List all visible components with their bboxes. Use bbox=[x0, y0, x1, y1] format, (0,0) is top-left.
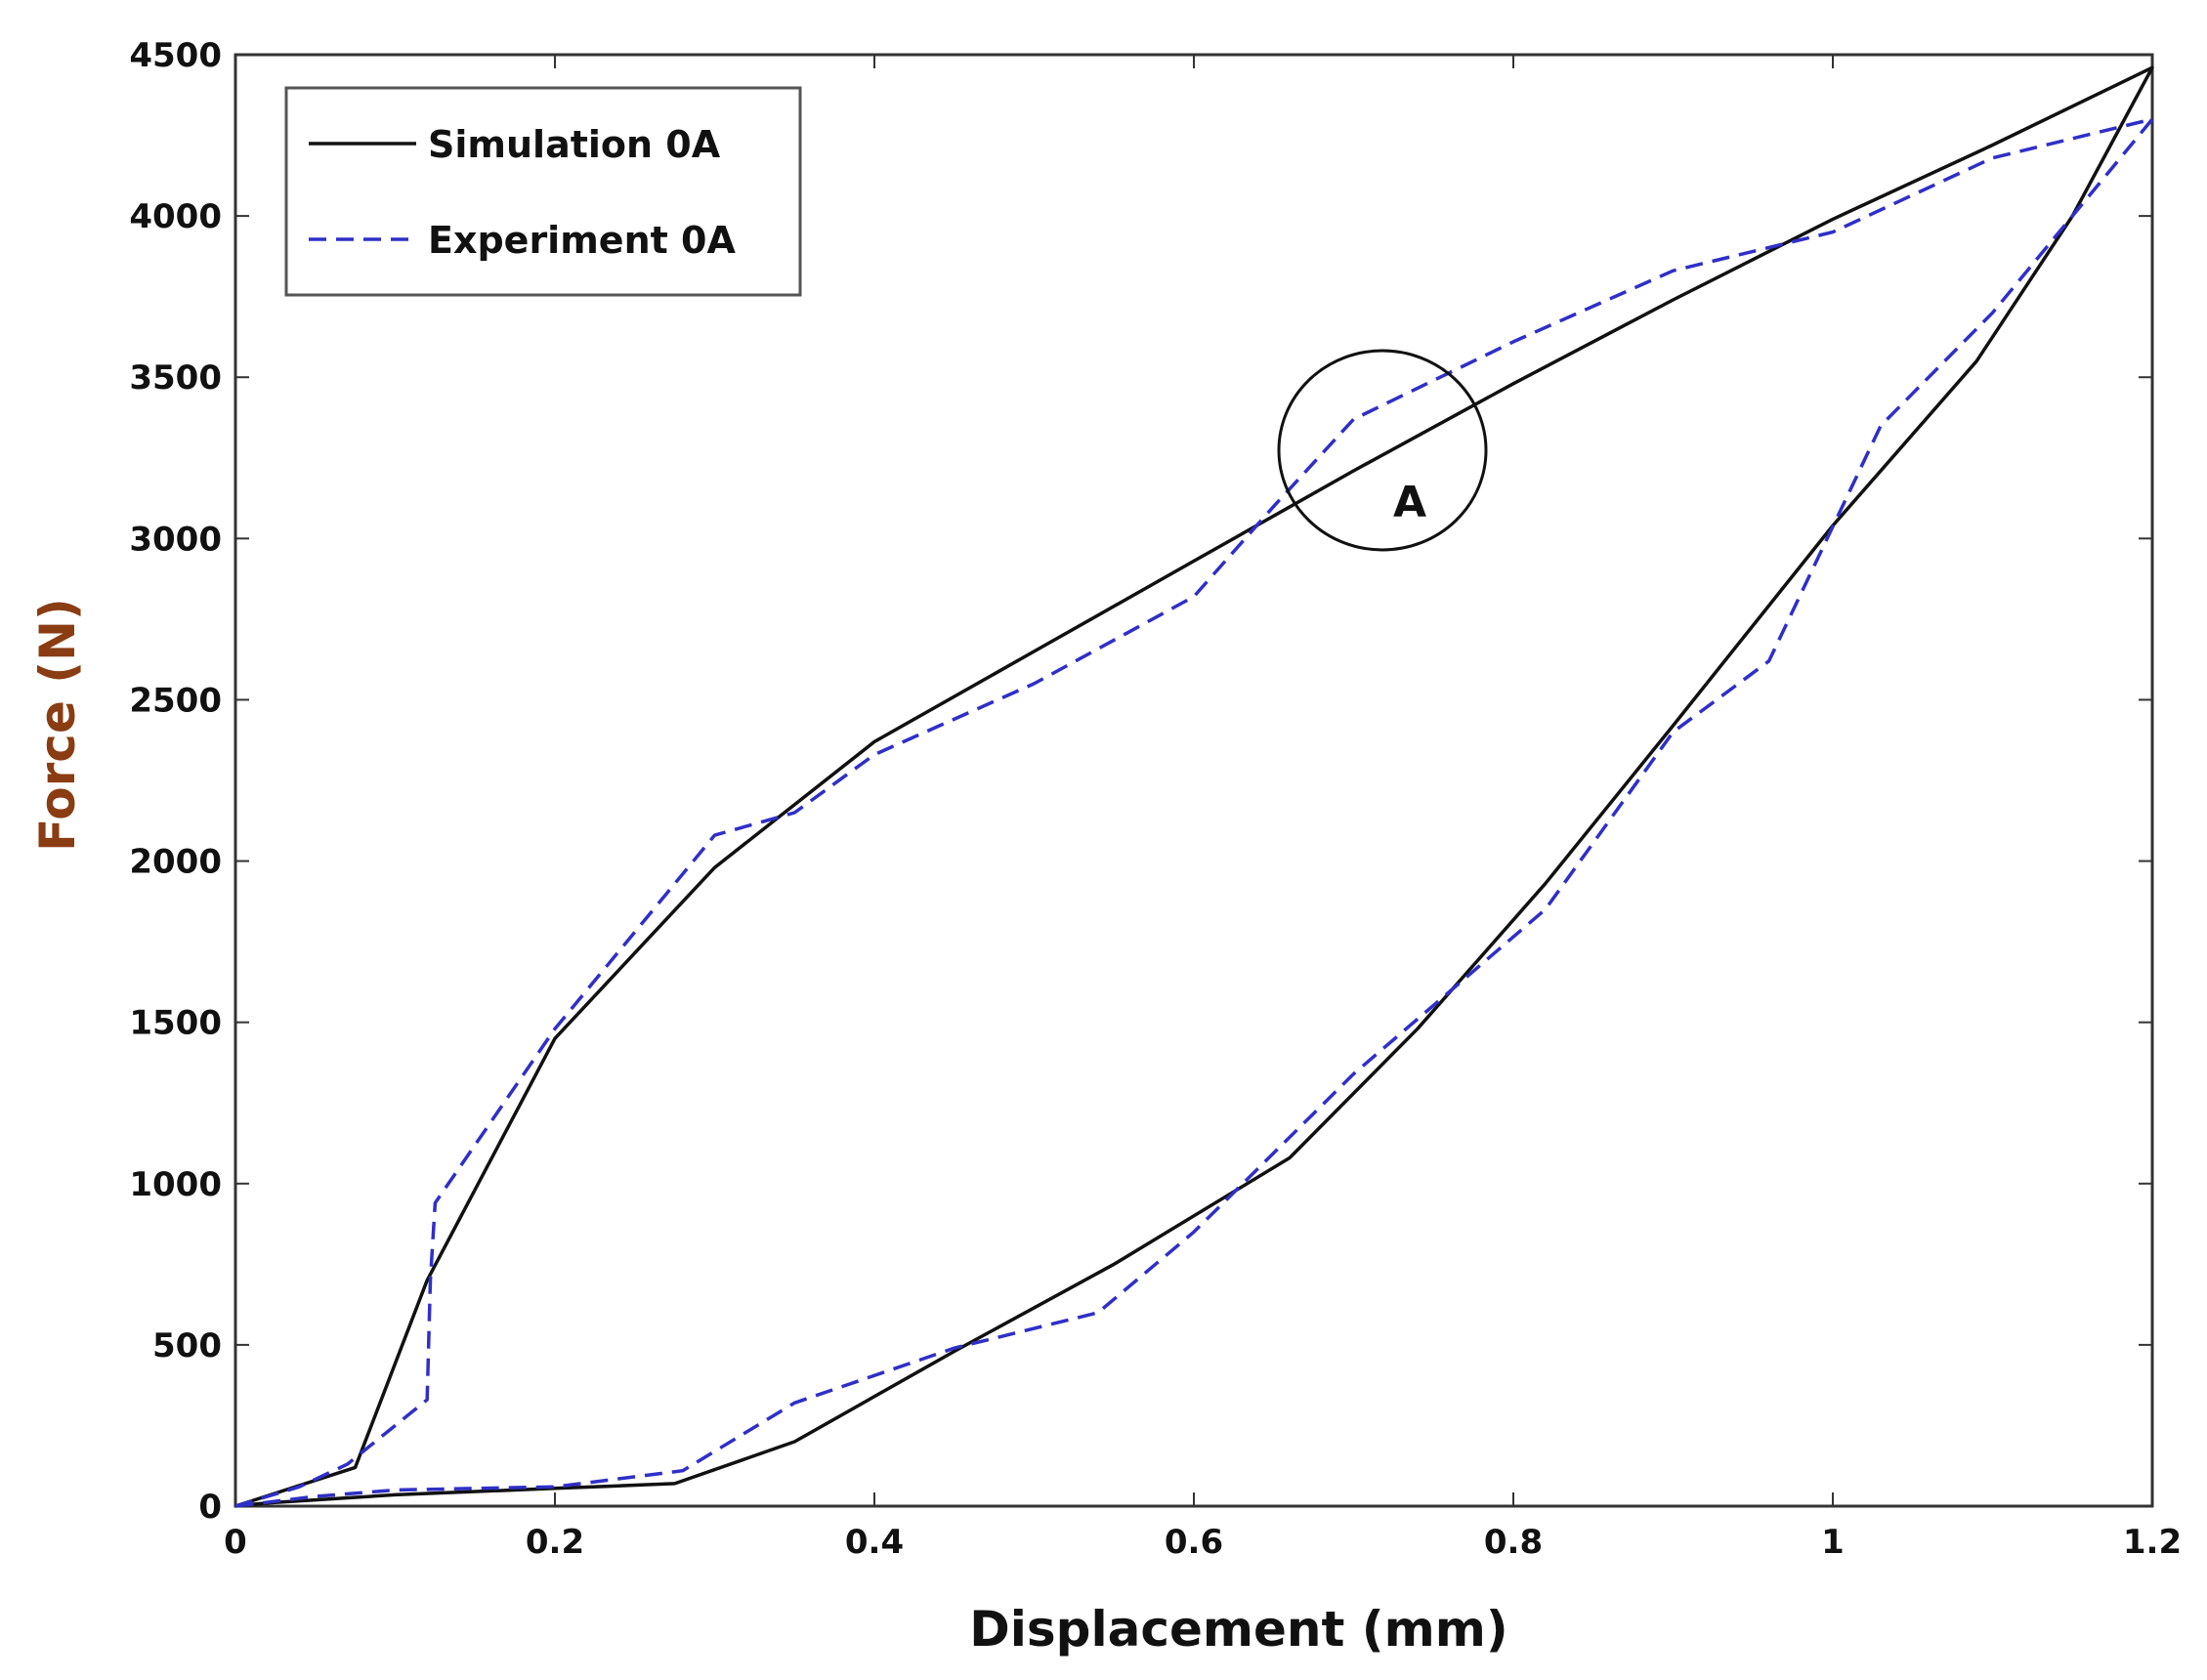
annotation-label: A bbox=[1393, 478, 1426, 527]
y-tick-label: 1500 bbox=[129, 1004, 222, 1043]
y-tick-label: 3500 bbox=[129, 358, 222, 398]
y-tick-label: 2500 bbox=[129, 681, 222, 720]
x-tick-label: 0.8 bbox=[1484, 1523, 1543, 1562]
series-line-experiment-0a bbox=[234, 117, 2154, 1508]
plot-series bbox=[234, 65, 2154, 1508]
y-tick-label: 4500 bbox=[129, 36, 222, 75]
y-tick-label: 1000 bbox=[129, 1165, 222, 1204]
legend: Simulation 0A Experiment 0A bbox=[284, 86, 802, 297]
y-tick-label: 0 bbox=[198, 1488, 222, 1527]
x-tick-label: 1.2 bbox=[2123, 1523, 2182, 1562]
legend-label-experiment: Experiment 0A bbox=[428, 219, 736, 262]
annotation-a: A bbox=[1277, 349, 1488, 552]
x-tick-label: 0.6 bbox=[1165, 1523, 1223, 1562]
y-tick-label: 4000 bbox=[129, 197, 222, 236]
y-axis-title: Force (N) bbox=[29, 598, 86, 852]
x-tick-label: 0 bbox=[224, 1523, 247, 1562]
legend-label-simulation: Simulation 0A bbox=[428, 123, 721, 166]
y-tick-label: 3000 bbox=[129, 520, 222, 559]
y-tick-label: 500 bbox=[152, 1326, 222, 1365]
plot-area bbox=[233, 53, 2154, 1508]
legend-box bbox=[284, 86, 802, 297]
x-tick-label: 0.4 bbox=[845, 1523, 904, 1562]
x-tick-label: 1 bbox=[1821, 1523, 1845, 1562]
x-axis-title: Displacement (mm) bbox=[969, 1601, 1507, 1658]
y-axis-ticks: 0 500 1000 1500 2000 2500 3000 3500 4000 4500 bbox=[129, 36, 2152, 1527]
x-tick-label: 0.2 bbox=[526, 1523, 584, 1562]
annotation-circle bbox=[1277, 349, 1488, 552]
y-tick-label: 2000 bbox=[129, 843, 222, 882]
x-axis-ticks: 0 0.2 0.4 0.6 0.8 1 1.2 bbox=[224, 55, 2182, 1562]
